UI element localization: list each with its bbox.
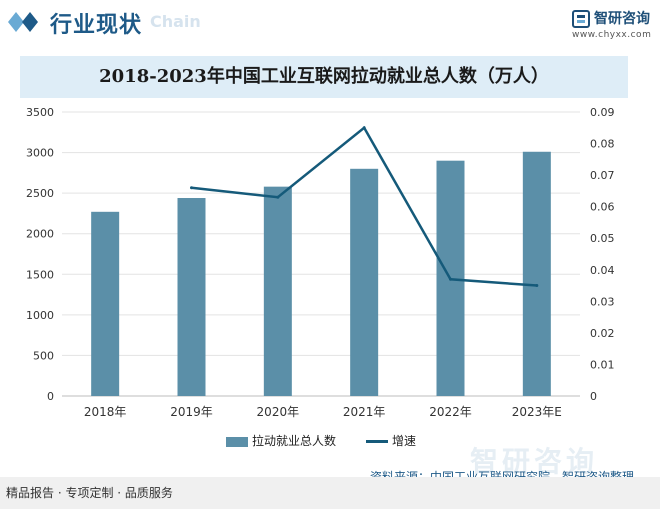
legend-item-bar: 拉动就业总人数 [226, 432, 336, 449]
y-right-tick-label: 0.05 [590, 232, 615, 245]
y-right-tick-label: 0.03 [590, 295, 615, 308]
x-tick-label: 2022年 [429, 405, 472, 419]
logo-url: www.chyxx.com [572, 30, 652, 40]
diamond-icon [8, 12, 38, 32]
x-tick-label: 2021年 [343, 405, 386, 419]
y-left-tick-label: 1000 [26, 309, 54, 322]
logo: 智研咨询 www.chyxx.com [572, 8, 656, 44]
bar [350, 168, 379, 396]
logo-icon [572, 10, 590, 28]
x-tick-label: 2023年E [512, 405, 562, 419]
x-tick-label: 2019年 [170, 405, 213, 419]
header: 行业现状 Chain 智研咨询 www.chyxx.com [0, 0, 660, 46]
footer-watermark: 智研咨询 [470, 445, 599, 478]
growth-point [276, 195, 280, 199]
chart-title-band: 2018-2023年中国工业互联网拉动就业总人数（万人） [20, 56, 628, 98]
growth-point [449, 277, 452, 281]
y-right-tick-label: 0.07 [590, 169, 615, 182]
x-tick-label: 2020年 [257, 405, 300, 419]
footer-bar: 精品报告 · 专项定制 · 品质服务 [0, 477, 660, 509]
legend-line-swatch [366, 440, 388, 443]
y-left-tick-label: 0 [47, 390, 54, 403]
legend-item-line: 增速 [366, 432, 416, 449]
y-left-tick-label: 2500 [26, 187, 54, 200]
y-left-tick-label: 3000 [26, 147, 54, 160]
growth-point [190, 186, 193, 190]
y-left-tick-label: 500 [33, 349, 54, 362]
bar [91, 211, 120, 396]
y-right-tick-label: 0.04 [590, 264, 615, 277]
y-right-tick-label: 0 [590, 390, 597, 403]
combo-chart: 0 500 1000 1500 2000 2500 3000 3500 0 0.01 0.02 0.0… [26, 106, 615, 419]
bar [263, 186, 292, 396]
legend-bar-swatch [226, 436, 248, 447]
y-right-tick-label: 0.09 [590, 106, 615, 119]
y-right-tick-label: 0.06 [590, 201, 615, 214]
y-left-tick-label: 1500 [26, 268, 54, 281]
footer-slogan: 精品报告 · 专项定制 · 品质服务 [6, 486, 173, 500]
legend-bar-label: 拉动就业总人数 [252, 434, 337, 448]
growth-point [535, 284, 539, 288]
bar [522, 151, 551, 396]
legend-line-label: 增速 [392, 434, 417, 448]
y-right-tick-label: 0.02 [590, 327, 615, 340]
y-right-tick-label: 0.01 [590, 358, 615, 371]
x-tick-label: 2018年 [84, 405, 127, 419]
header-watermark: Chain [150, 12, 201, 31]
y-left-tick-label: 3500 [26, 106, 54, 119]
section-title: 行业现状 [50, 13, 143, 38]
chart-title: 2018-2023年中国工业互联网拉动就业总人数（万人） [99, 66, 549, 87]
y-left-tick-label: 2000 [26, 228, 54, 241]
y-right-tick-label: 0.08 [590, 138, 615, 151]
bar [177, 198, 206, 396]
logo-name: 智研咨询 [594, 11, 650, 27]
growth-point [362, 126, 366, 130]
